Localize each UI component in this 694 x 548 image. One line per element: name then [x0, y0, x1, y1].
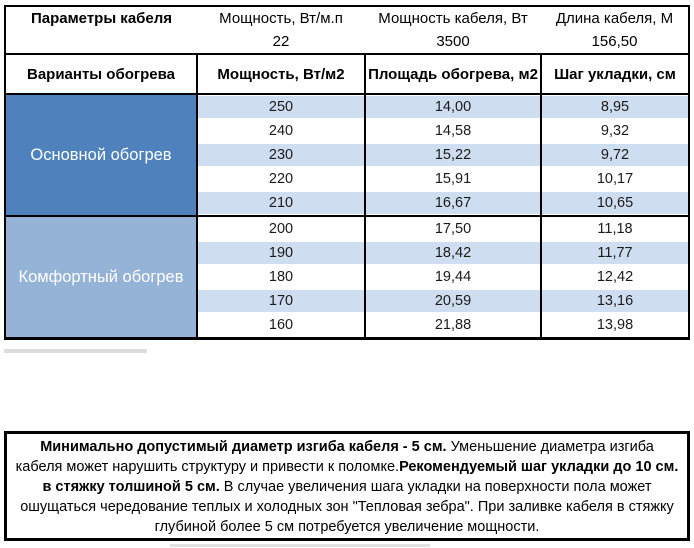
- data-cell: 180: [196, 265, 365, 289]
- data-cell: 16,67: [364, 191, 541, 216]
- data-cell: 170: [196, 289, 365, 313]
- power-density-header: Мощность, Вт/м2: [196, 53, 366, 95]
- data-cell: 10,65: [540, 191, 690, 216]
- table-row: 180 19,44 12,42: [5, 265, 690, 289]
- data-cell: 19,44: [364, 265, 541, 289]
- data-cell: 11,18: [540, 215, 690, 241]
- data-cell: 10,17: [540, 167, 690, 191]
- laying-step-header: Шаг укладки, см: [540, 53, 690, 95]
- data-cell: 17,50: [364, 215, 541, 241]
- data-cell: 220: [196, 167, 365, 191]
- table-row: Основной обогрев 250 14,00 8,95: [4, 93, 690, 216]
- data-cell: 160: [196, 313, 365, 340]
- cable-power-value: 3500: [365, 30, 541, 55]
- note-bold-recommended-step: Рекомендуемый шаг укладки до 10 см. в ст…: [42, 459, 679, 495]
- table-row: 160 21,88 13,98: [5, 313, 690, 340]
- power-per-meter-label: Мощность, Вт/м.п: [197, 5, 365, 30]
- cable-power-label: Мощность кабеля, Вт: [365, 5, 541, 30]
- table-row: 230 15,22 9,72: [5, 143, 690, 167]
- cable-params-header-row: Параметры кабеля Мощность, Вт/м.п Мощнос…: [4, 5, 690, 30]
- table-row: 170 20,59 13,16: [5, 289, 690, 313]
- data-cell: 190: [196, 241, 365, 265]
- table-row: 220 15,91 10,17: [5, 167, 690, 191]
- data-cell: 11,77: [540, 241, 690, 265]
- data-cell: 9,32: [540, 119, 690, 143]
- data-cell: 15,91: [364, 167, 541, 191]
- column-header-row: Варианты обогрева Мощность, Вт/м2 Площад…: [4, 53, 690, 95]
- data-cell: 240: [196, 119, 365, 143]
- data-cell: 13,98: [540, 313, 690, 340]
- table-row: Комфортный обогрев 200 17,50 11,18: [4, 215, 690, 340]
- empty-cell: [4, 30, 197, 55]
- power-per-meter-value: 22: [197, 30, 365, 55]
- heating-cable-table: Параметры кабеля Мощность, Вт/м.п Мощнос…: [4, 5, 690, 340]
- table-row: 190 18,42 11,77: [5, 241, 690, 265]
- data-cell: 14,00: [364, 93, 541, 119]
- cable-params-value-row: 22 3500 156,50: [4, 30, 690, 55]
- screenshot-smudge-line: [170, 544, 430, 547]
- screenshot-smudge-line: [4, 349, 147, 353]
- note-text-bend-warning: Уменьшение диаметра изгиба кабеля может …: [15, 439, 654, 475]
- cable-length-value: 156,50: [541, 30, 690, 55]
- group-cell-comfort-heating: Комфортный обогрев: [4, 215, 198, 340]
- group-cell-primary-heating: Основной обогрев: [4, 93, 198, 216]
- heating-variants-header: Варианты обогрева: [4, 53, 198, 95]
- note-text-zebra-warning: В случае увеличения шага укладки на пове…: [20, 479, 674, 535]
- table-row: 240 14,58 9,32: [5, 119, 690, 143]
- data-cell: 14,58: [364, 119, 541, 143]
- data-cell: 20,59: [364, 289, 541, 313]
- data-cell: 250: [196, 93, 365, 119]
- data-cell: 12,42: [540, 265, 690, 289]
- data-cell: 15,22: [364, 143, 541, 167]
- data-cell: 18,42: [364, 241, 541, 265]
- note-bold-min-bend-diameter: Минимально допустимый диаметр изгиба каб…: [40, 439, 447, 455]
- data-cell: 21,88: [364, 313, 541, 340]
- data-cell: 9,72: [540, 143, 690, 167]
- heating-area-header: Площадь обогрева, м2: [364, 53, 542, 95]
- data-cell: 200: [196, 215, 365, 241]
- params-header-label: Параметры кабеля: [4, 5, 197, 30]
- table-row: 210 16,67 10,65: [5, 191, 690, 216]
- data-cell: 13,16: [540, 289, 690, 313]
- data-cell: 210: [196, 191, 365, 216]
- data-cell: 230: [196, 143, 365, 167]
- cable-length-label: Длина кабеля, М: [541, 5, 690, 30]
- data-cell: 8,95: [540, 93, 690, 119]
- note-box: Минимально допустимый диаметр изгиба каб…: [4, 431, 690, 541]
